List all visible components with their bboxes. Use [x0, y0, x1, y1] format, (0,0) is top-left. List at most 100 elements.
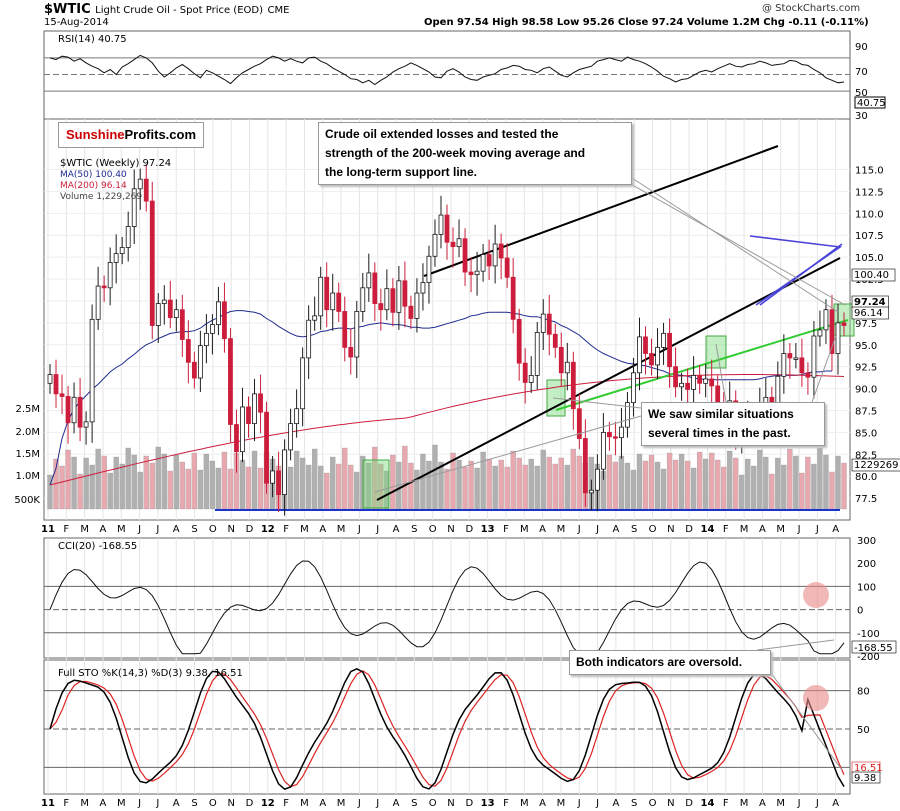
sto-panel — [43, 659, 851, 795]
volume-bar — [420, 453, 426, 510]
candle-body — [703, 378, 709, 384]
candle-body — [534, 332, 540, 376]
ma200-legend: MA(200) 96.14 — [60, 181, 127, 191]
price-y-tick: 92.5 — [855, 363, 877, 374]
volume-bar — [751, 465, 757, 510]
candle-body — [643, 336, 648, 354]
candle-body — [438, 214, 444, 235]
volume-bar — [696, 451, 703, 510]
volume-bar — [486, 458, 492, 510]
candle-body — [354, 311, 360, 358]
candle-body — [324, 276, 330, 311]
bottom-x-tick: S — [631, 798, 637, 809]
annotation-top-line-2: strength of the 200-week moving average … — [325, 146, 586, 160]
candle-body — [468, 271, 474, 276]
sto-d-line — [49, 670, 845, 788]
cci-y-tick: -100 — [857, 629, 880, 640]
bottom-x-tick: O — [209, 798, 217, 809]
price-x-tick: D — [246, 524, 254, 535]
highlight-box — [362, 459, 390, 509]
bottom-x-tick: D — [465, 798, 473, 809]
candle-body — [811, 335, 817, 378]
price-x-tick: O — [429, 524, 437, 535]
volume-bar — [245, 466, 252, 510]
cci-y-tick: 0 — [857, 606, 863, 617]
callout-line — [619, 177, 846, 306]
volume-bar — [203, 453, 210, 510]
candle-body — [486, 254, 492, 267]
volume-bar — [492, 465, 498, 510]
bottom-x-tick: J — [137, 798, 141, 809]
candle-body — [522, 362, 528, 383]
price-x-tick: M — [337, 524, 346, 535]
price-last-box — [851, 306, 889, 320]
candle-body — [582, 438, 588, 494]
candle-body — [143, 178, 149, 202]
candle-body — [197, 345, 203, 379]
price-x-tick: A — [539, 524, 546, 535]
candle-body — [336, 292, 342, 312]
price-y-tick: 77.5 — [855, 494, 877, 505]
candle-body — [137, 178, 143, 190]
price-x-tick: O — [209, 524, 217, 535]
sto-highlight-circle — [803, 685, 829, 711]
volume-bar — [534, 465, 540, 510]
volume-bar — [330, 456, 336, 510]
price-x-tick: M — [300, 524, 309, 535]
volume-bar — [107, 472, 113, 510]
volume-bar — [546, 456, 552, 510]
volume-bar — [498, 459, 504, 510]
callout-lines — [374, 177, 846, 771]
candle-body — [107, 261, 113, 289]
bottom-x-tick: D — [685, 798, 693, 809]
candle-body — [384, 288, 390, 311]
bottom-x-tick: N — [447, 798, 454, 809]
price-x-tick: F — [503, 524, 509, 535]
bottom-x-tick: M — [740, 798, 749, 809]
candle-body — [576, 408, 582, 439]
volume-bar — [83, 457, 89, 510]
candle-body — [504, 257, 510, 278]
price-x-tick: F — [723, 524, 729, 535]
volume-bar — [715, 459, 721, 510]
candle-body — [222, 301, 227, 340]
volume-bar — [125, 447, 131, 510]
cci-last-value: -168.55 — [854, 643, 893, 654]
volume-bar — [390, 454, 396, 510]
volume-bar — [402, 445, 408, 510]
volume-bar — [462, 466, 468, 510]
price-last-value: 100.40 — [854, 270, 889, 281]
candle-body — [185, 339, 191, 363]
volume-bar — [811, 463, 817, 510]
candle-body — [781, 353, 787, 377]
candle-body — [607, 431, 612, 438]
cci-y-tick: -200 — [857, 652, 880, 663]
bottom-x-tick: J — [595, 798, 599, 809]
candle-body — [402, 280, 408, 307]
candle-body — [167, 299, 173, 319]
instrument-name: Light Crude Oil - Spot Price (EOD) — [95, 5, 263, 16]
volume-bar — [444, 468, 450, 510]
candle-body — [631, 372, 636, 403]
callout-line — [715, 343, 727, 403]
volume-bar — [354, 471, 360, 510]
bottom-x-tick: A — [539, 798, 546, 809]
logo-part-2: Profits.com — [124, 127, 197, 142]
volume-bar — [324, 472, 330, 510]
cci-panel — [43, 537, 851, 659]
volume-bar — [143, 455, 149, 510]
price-x-tick: 14 — [700, 524, 714, 535]
sto-k-line — [49, 667, 845, 791]
candle-body — [366, 272, 372, 289]
bottom-x-tick: A — [612, 798, 619, 809]
volume-bar — [528, 458, 534, 510]
volume-bar — [239, 459, 246, 510]
price-candles — [47, 164, 847, 516]
price-x-tick: M — [776, 524, 785, 535]
volume-y-tick: 1.5M — [15, 449, 40, 460]
price-y-tick: 107.5 — [855, 231, 884, 242]
price-last-value: 1229269 — [854, 460, 899, 471]
volume-bar — [474, 467, 480, 510]
candle-body — [594, 468, 600, 491]
cci-title: CCI(20) -168.55 — [58, 541, 137, 552]
